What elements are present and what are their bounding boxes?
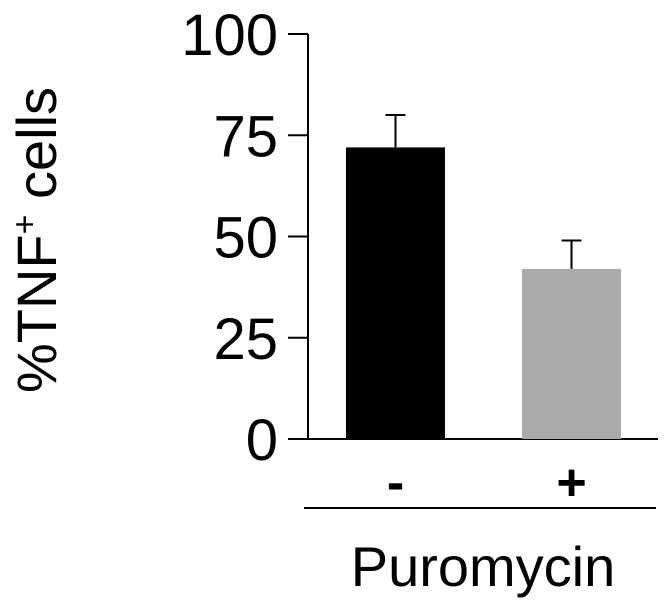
- category-labels: - +: [387, 454, 587, 512]
- y-axis-title-main: %TNF: [5, 234, 68, 393]
- y-tick-label: 100: [181, 3, 278, 68]
- bar-plus: [522, 268, 621, 439]
- y-tick-label: 75: [213, 104, 278, 169]
- bar-minus: [346, 147, 445, 439]
- category-label-plus: +: [556, 454, 586, 512]
- category-label-minus: -: [387, 454, 404, 512]
- bars: [346, 114, 621, 439]
- y-tick-label: 50: [213, 206, 278, 271]
- x-axis-title: Puromycin: [351, 535, 616, 598]
- y-axis-title-tail: cells: [5, 87, 68, 215]
- y-axis-title-superscript: +: [6, 215, 44, 235]
- y-axis-title: %TNF+ cells: [5, 87, 68, 393]
- y-tick-label: 25: [213, 307, 278, 372]
- y-tick-label: 0: [246, 408, 278, 473]
- y-ticks: 0 25 50 75 100: [181, 3, 308, 473]
